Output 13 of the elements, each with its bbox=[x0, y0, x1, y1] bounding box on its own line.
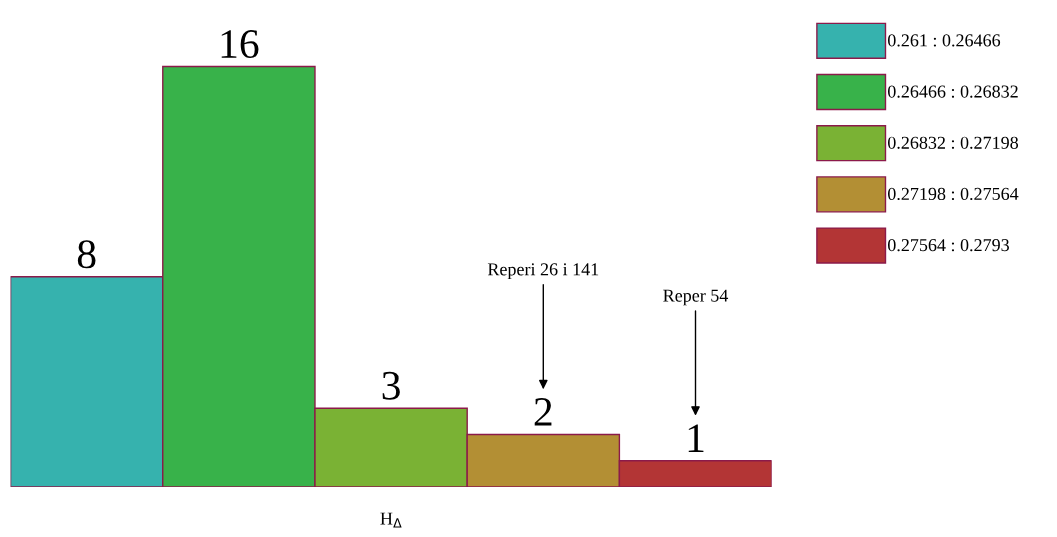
annotation: Reper 54 bbox=[663, 289, 729, 306]
legend-label: 0.27564 : 0.2793 bbox=[887, 239, 1009, 252]
data-label: 1 bbox=[688, 424, 704, 452]
x-axis-title: H$_{Δ}$ bbox=[380, 512, 402, 528]
legend-label: 0.261 : 0.26466 bbox=[887, 34, 1001, 47]
data-label: 16 bbox=[221, 30, 259, 59]
annotation: Reperi 26 i 141 bbox=[487, 263, 599, 280]
legend-label: 0.27198 : 0.27564 bbox=[887, 187, 1019, 201]
data-label: 2 bbox=[534, 398, 552, 426]
data-label: 8 bbox=[77, 240, 96, 269]
data-label: 3 bbox=[382, 371, 400, 400]
legend-label: 0.26832 : 0.27198 bbox=[887, 136, 1019, 149]
legend-label: 0.26466 : 0.26832 bbox=[887, 85, 1018, 98]
